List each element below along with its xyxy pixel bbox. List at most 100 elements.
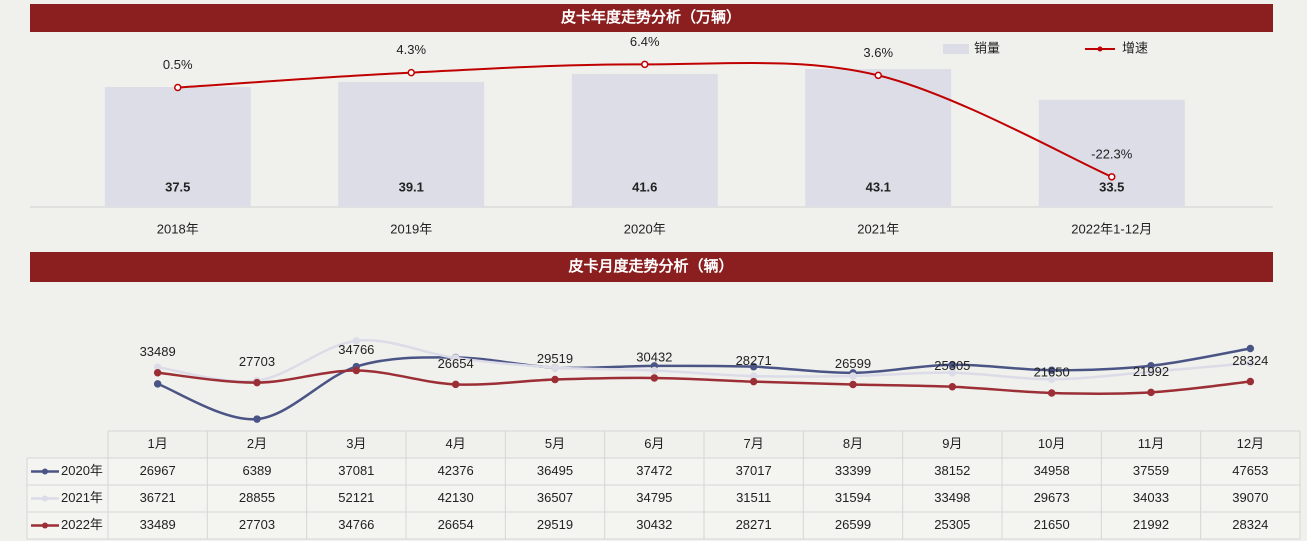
data-label: 3.6% (863, 45, 893, 60)
x-tick-label: 4月 (446, 436, 466, 451)
x-tick-label: 5月 (545, 436, 565, 451)
x-tick-label: 7月 (744, 436, 764, 451)
data-label: 27703 (239, 354, 275, 369)
x-tick-label: 10月 (1038, 436, 1065, 451)
data-label: 26654 (438, 356, 474, 371)
table-cell: 36507 (537, 490, 573, 505)
table-cell: 29673 (1034, 490, 1070, 505)
x-tick-label: 2020年 (624, 221, 666, 236)
table-cell: 30432 (636, 517, 672, 532)
x-tick-label: 2019年 (390, 221, 432, 236)
point (153, 380, 162, 388)
data-label: 34766 (338, 342, 374, 357)
legend-label: 2021年 (61, 490, 103, 505)
table-cell: 25305 (934, 517, 970, 532)
chart-title: 皮卡月度走势分析（辆） (568, 257, 733, 275)
point (1246, 377, 1255, 386)
line (157, 369, 1251, 395)
data-label: 4.3% (396, 42, 426, 57)
table-cell: 37081 (338, 463, 374, 478)
point (551, 363, 559, 372)
table-cell: 6389 (243, 463, 272, 478)
x-tick-label: 12月 (1237, 436, 1264, 451)
point (1047, 366, 1056, 374)
point (1147, 368, 1155, 376)
x-tick-label: 8月 (843, 436, 863, 451)
table-bg (27, 458, 1300, 539)
table-cell: 42376 (438, 463, 474, 478)
data-label: 26599 (835, 356, 871, 371)
point (641, 60, 649, 69)
table-cell: 28324 (1232, 517, 1268, 532)
point (1108, 173, 1116, 181)
x-tick-label: 2月 (247, 436, 267, 451)
table-cell: 28271 (736, 517, 772, 532)
data-label: 43.1 (866, 179, 891, 194)
point (1246, 359, 1255, 367)
bar (805, 69, 952, 207)
data-label: 41.6 (632, 179, 657, 194)
legend-label: 销量 (974, 40, 1000, 55)
table-cell: 28855 (239, 490, 275, 505)
point (551, 375, 559, 384)
legend-swatch (42, 495, 48, 502)
table-cell: 36495 (537, 463, 573, 478)
table-cell: 31511 (736, 490, 771, 505)
data-label: 39.1 (399, 179, 424, 194)
point (874, 71, 882, 80)
point (253, 378, 261, 387)
x-tick-label: 3月 (346, 436, 366, 451)
legend-swatch (42, 468, 48, 475)
data-label: 28271 (736, 353, 772, 368)
table-cell: 33498 (934, 490, 970, 505)
table-cell: 31594 (835, 490, 871, 505)
data-label: 21992 (1133, 364, 1169, 379)
table-cell: 37472 (636, 463, 672, 478)
data-label: 37.5 (165, 179, 190, 194)
bar (571, 73, 718, 207)
table-cell: 47653 (1232, 463, 1268, 478)
point (1246, 344, 1255, 353)
legend-label: 增速 (1122, 40, 1148, 55)
title-bar (30, 4, 1273, 32)
point (650, 374, 659, 382)
point (948, 360, 957, 369)
point (749, 362, 758, 371)
data-label: 29519 (537, 351, 573, 366)
table-cell: 34766 (338, 517, 374, 532)
point (451, 354, 460, 362)
legend-label: 2022年 (61, 517, 103, 532)
table-cell: 27703 (239, 517, 275, 532)
x-tick-label: 2018年 (157, 221, 199, 236)
title-bar (30, 252, 1273, 282)
legend-swatch (1097, 46, 1103, 52)
point (1047, 375, 1056, 383)
x-tick-label: 11月 (1138, 436, 1165, 451)
point (174, 83, 182, 92)
data-label: 0.5% (163, 57, 193, 72)
x-tick-label: 2022年1-12月 (1071, 221, 1152, 236)
point (153, 368, 162, 377)
point (948, 368, 957, 377)
table-cell: 26967 (140, 463, 176, 478)
table-cell: 29519 (537, 517, 573, 532)
data-label: 33489 (140, 344, 176, 359)
line (157, 347, 1251, 421)
data-label: 33.5 (1099, 179, 1124, 194)
bar (104, 87, 251, 207)
table-cell: 33399 (835, 463, 871, 478)
x-tick-label: 1月 (148, 436, 168, 451)
table-cell: 37017 (736, 463, 772, 478)
point (253, 415, 261, 423)
point (1147, 388, 1155, 397)
point (451, 380, 460, 389)
point (749, 377, 758, 386)
point (352, 337, 361, 345)
data-label: -22.3% (1091, 146, 1133, 161)
data-label: 30432 (636, 349, 672, 364)
table-cell: 42130 (438, 490, 474, 505)
table-cell: 26599 (835, 517, 871, 532)
table-cell: 39070 (1232, 490, 1268, 505)
point (650, 366, 659, 375)
point (849, 380, 857, 389)
